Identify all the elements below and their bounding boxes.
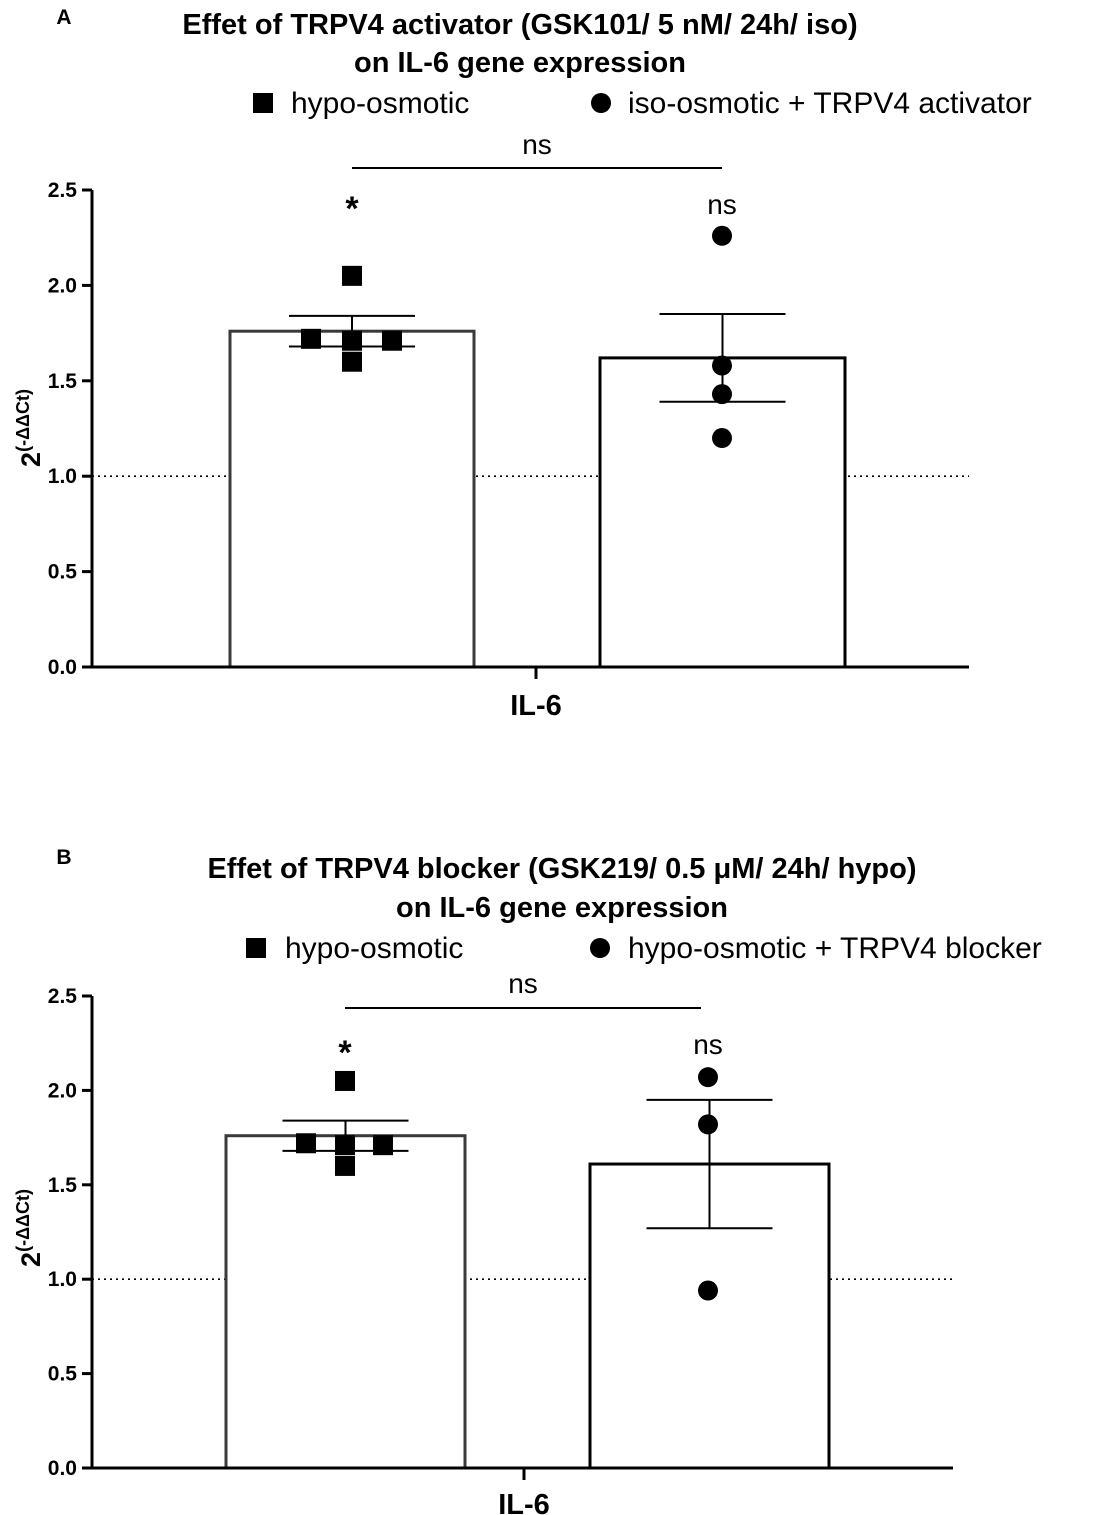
legend-square-icon	[246, 938, 266, 958]
bar	[228, 329, 476, 669]
legend-label: iso-osmotic + TRPV4 activator	[628, 87, 1032, 120]
legend-label: hypo-osmotic + TRPV4 blocker	[628, 932, 1042, 965]
y-tick-label: 0.0	[48, 1457, 77, 1480]
y-axis-label: 2(-ΔΔCt)	[13, 1189, 46, 1267]
y-tick-label: 0.5	[48, 1363, 78, 1386]
legend-square-icon	[253, 93, 273, 113]
data-point-square	[296, 1133, 316, 1154]
significance-label: *	[345, 190, 359, 228]
y-tick-label: 2.0	[48, 274, 77, 297]
panel-label: B	[56, 846, 71, 869]
y-axis-label-exponent: (-ΔΔCt)	[13, 1189, 33, 1252]
data-point-circle	[698, 1067, 718, 1088]
data-point-circle	[712, 225, 732, 246]
data-point-circle	[712, 384, 732, 405]
data-point-square	[335, 1135, 355, 1156]
x-axis-label: IL-6	[498, 1489, 550, 1515]
chart-subtitle: on IL-6 gene expression	[396, 892, 728, 924]
y-tick-label: 0.5	[48, 561, 78, 584]
x-axis-label: IL-6	[510, 690, 562, 722]
comparison-label: ns	[508, 968, 538, 999]
data-point-square	[373, 1135, 393, 1156]
legend-circle-icon	[590, 938, 610, 958]
y-axis-label-base: 2	[16, 452, 46, 467]
data-point-square	[342, 330, 362, 351]
data-point-circle	[712, 428, 732, 449]
y-tick-label: 1.0	[48, 1268, 77, 1291]
y-axis-label-text: 2(-ΔΔCt)	[13, 389, 46, 467]
y-tick-label: 0.0	[48, 656, 77, 679]
data-point-square	[301, 328, 321, 349]
bar	[224, 1134, 467, 1470]
legend-circle-icon	[591, 93, 611, 113]
data-point-square	[335, 1070, 355, 1091]
y-tick-label: 2.5	[48, 985, 78, 1008]
chart-title: Effet of TRPV4 blocker (GSK219/ 0.5 μM/ …	[207, 853, 916, 885]
legend-label: hypo-osmotic	[285, 932, 463, 965]
significance-label: ns	[707, 189, 737, 220]
data-point-circle	[698, 1114, 718, 1135]
y-tick-label: 1.0	[48, 465, 77, 488]
data-point-square	[335, 1155, 355, 1176]
panel-label: A	[56, 6, 71, 29]
data-point-square	[342, 265, 362, 286]
data-point-square	[382, 330, 402, 351]
chart-title: Effet of TRPV4 activator (GSK101/ 5 nM/ …	[182, 9, 857, 41]
y-tick-label: 2.5	[48, 179, 78, 202]
legend-label: hypo-osmotic	[291, 87, 469, 120]
y-tick-label: 1.5	[48, 1174, 78, 1197]
significance-label: ns	[693, 1029, 723, 1060]
chart-panel-a: A Effet of TRPV4 activator (GSK101/ 5 nM/…	[13, 6, 1032, 722]
data-point-circle	[712, 355, 732, 376]
chart-a: A Effet of TRPV4 activator (GSK101/ 5 nM/…	[13, 6, 1032, 722]
y-tick-label: 2.0	[48, 1079, 77, 1102]
bar	[598, 356, 847, 669]
y-axis-label-exponent: (-ΔΔCt)	[13, 389, 33, 452]
chart-subtitle: on IL-6 gene expression	[354, 47, 686, 79]
chart-panel-b: B Effet of TRPV4 blocker (GSK219/ 0.5 μM/…	[0, 840, 1094, 1515]
comparison-label: ns	[522, 129, 552, 160]
y-axis-label-base: 2	[16, 1252, 46, 1267]
y-tick-label: 1.5	[48, 370, 78, 393]
data-point-circle	[698, 1280, 718, 1301]
chart-b: B Effet of TRPV4 blocker (GSK219/ 0.5 μM/…	[13, 846, 1042, 1515]
y-axis-label-text: 2(-ΔΔCt)	[13, 1189, 46, 1267]
data-point-square	[342, 351, 362, 372]
y-axis-label: 2(-ΔΔCt)	[13, 389, 46, 467]
significance-label: *	[338, 1034, 352, 1072]
